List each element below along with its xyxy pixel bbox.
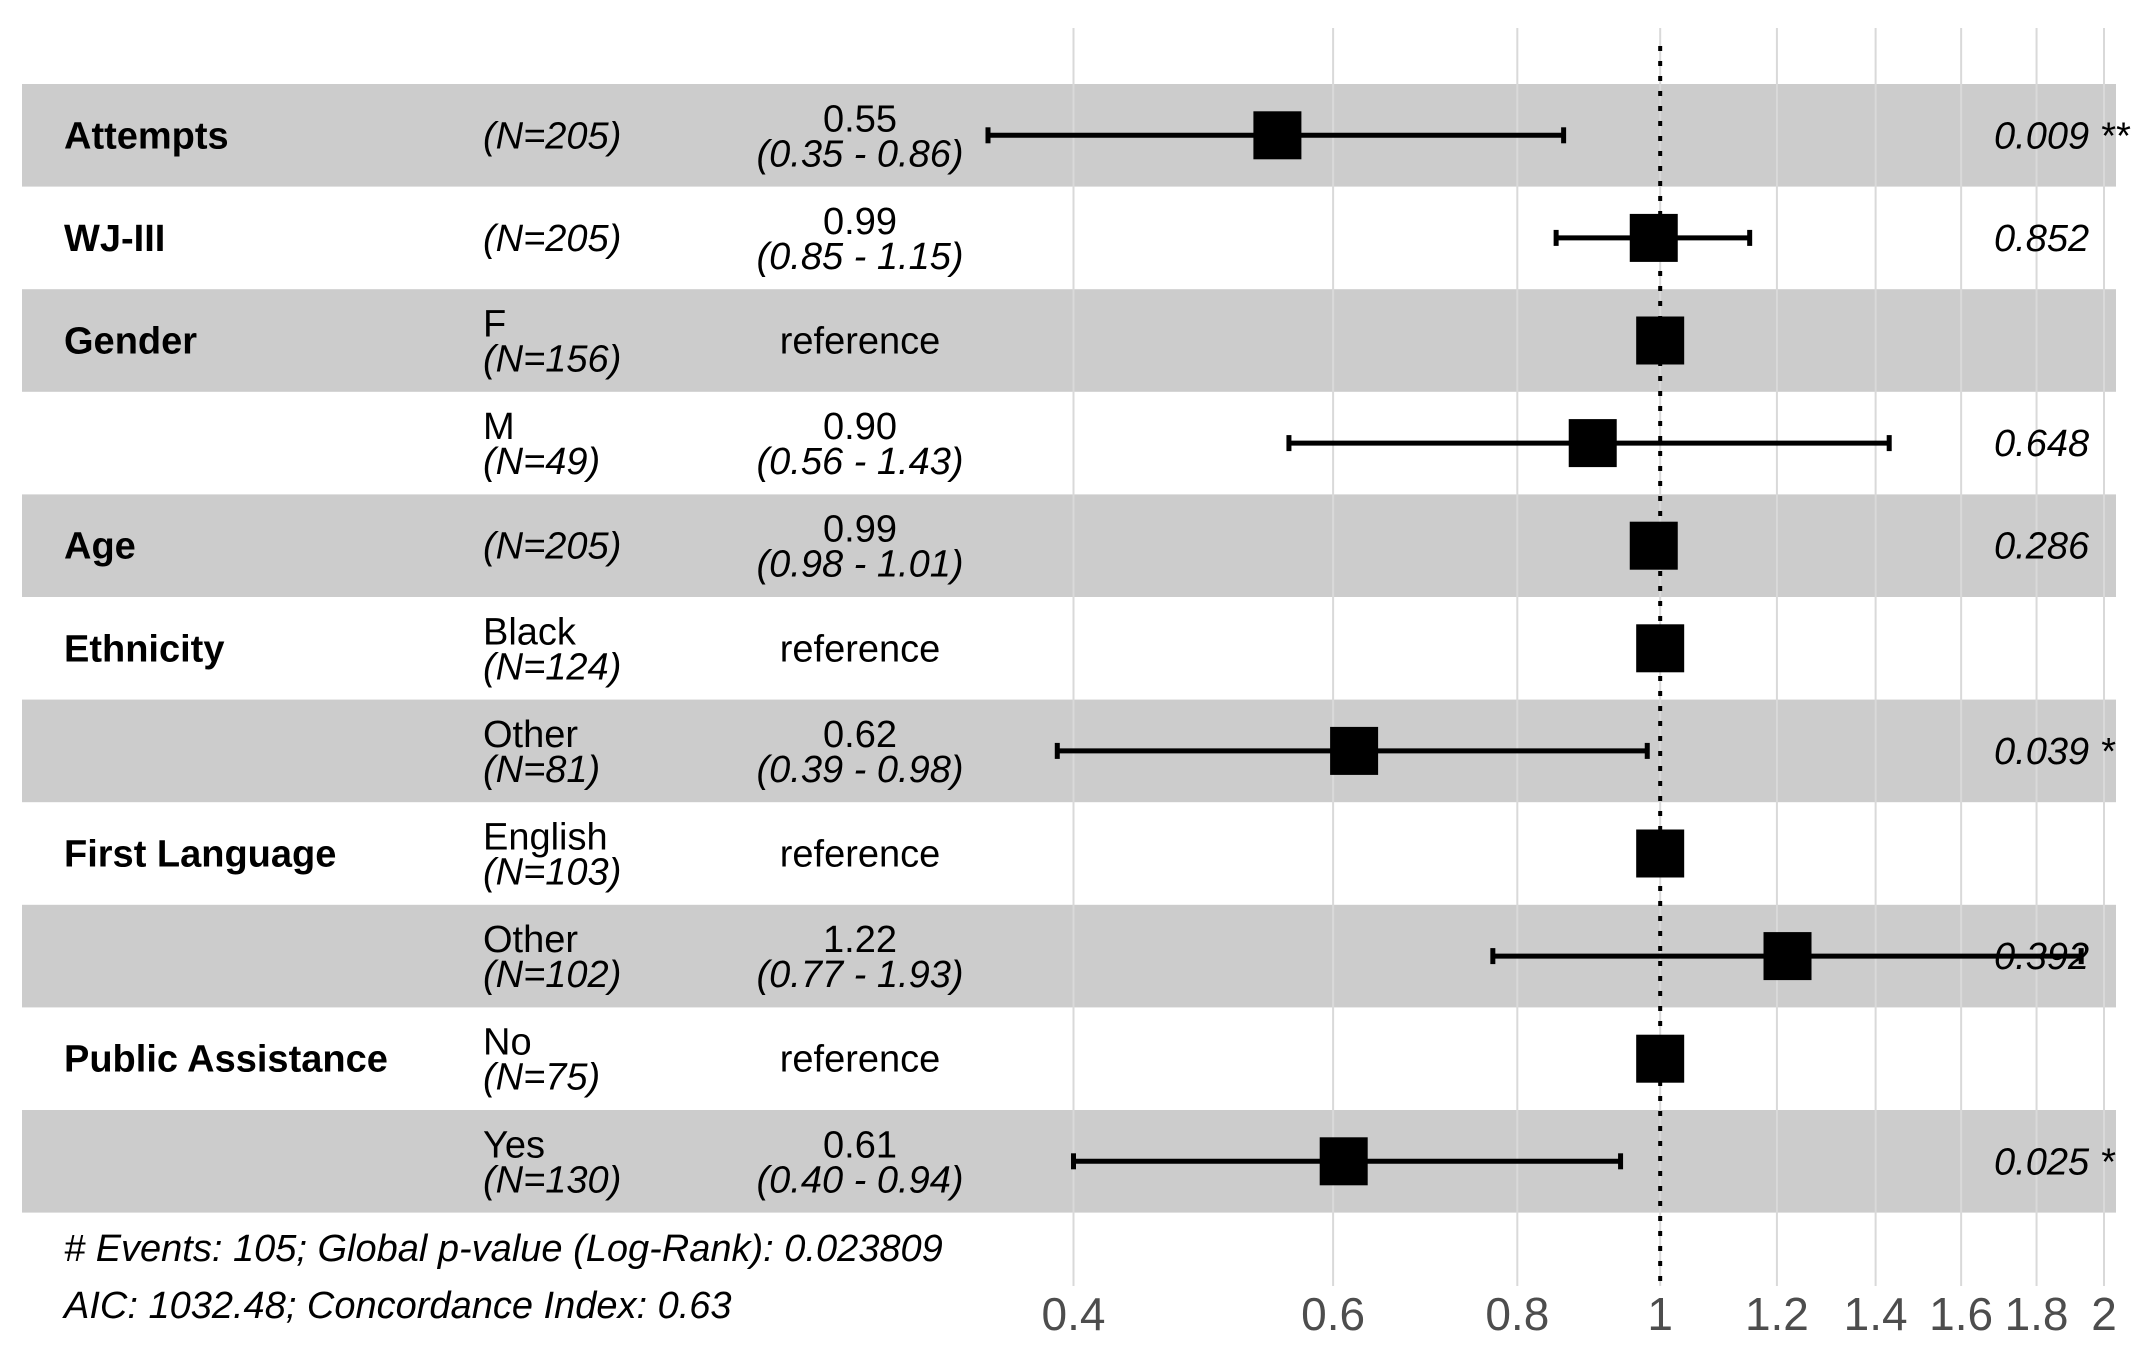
row-band [22,1110,2116,1213]
p-value-label: 0.852 [1994,218,2089,260]
estimate-label: 0.62 [823,714,897,756]
p-value-label: 0.286 [1994,526,2090,568]
estimate-label: reference [780,1039,941,1081]
n-label: (N=49) [483,441,600,483]
x-tick-label: 1 [1647,1288,1673,1340]
x-tick-label: 0.4 [1042,1288,1106,1340]
variable-label: WJ-III [64,218,165,260]
n-label: (N=75) [483,1057,600,1099]
estimate-label: 0.99 [823,201,897,243]
footnote: # Events: 105; Global p-value (Log-Rank)… [64,1228,943,1270]
p-value-label: 0.025 * [1994,1141,2116,1183]
x-tick-label: 0.6 [1301,1288,1365,1340]
n-label: (N=205) [483,526,621,568]
n-label: (N=205) [483,218,621,260]
ci-label: (0.85 - 1.15) [757,236,964,278]
estimate-label: 0.99 [823,509,897,551]
row-labels: Attempts (N=205) 0.55(0.35 - 0.86) 0.009 **… [64,98,2130,1201]
x-tick-label: 2 [2091,1288,2117,1340]
level-label: Black [483,611,577,653]
estimate-point [1629,521,1678,570]
variable-label: Age [64,526,136,568]
n-label: (N=130) [483,1159,621,1201]
estimate-label: 1.22 [823,919,897,961]
row-band [22,289,2116,392]
level-label: English [483,817,608,859]
ci-label: (0.77 - 1.93) [757,954,964,996]
n-label: (N=205) [483,115,621,157]
p-value-label: 0.009 ** [1994,115,2130,157]
estimate-point [1568,419,1617,468]
footnotes: # Events: 105; Global p-value (Log-Rank)… [62,1228,943,1327]
x-tick-label: 1.2 [1745,1288,1809,1340]
variable-label: Gender [64,321,197,363]
estimate-point [1636,1034,1685,1083]
estimate-point [1763,932,1812,981]
estimate-point [1636,624,1685,673]
x-axis: 0.4 0.6 0.8 1 1.2 1.4 1.6 1.8 2 [1042,1288,2117,1340]
row-bands [22,84,2116,1213]
estimate-label: reference [780,321,941,363]
n-label: (N=81) [483,749,600,791]
variable-label: Ethnicity [64,628,224,670]
estimate-point [1319,1137,1368,1186]
x-tick-label: 1.4 [1844,1288,1908,1340]
ci-label: (0.98 - 1.01) [757,544,964,586]
p-value-label: 0.648 [1994,423,2089,465]
n-label: (N=156) [483,339,621,381]
p-value-label: 0.039 * [1994,731,2116,773]
ci-label: (0.35 - 0.86) [757,133,964,175]
x-tick-label: 1.8 [2005,1288,2069,1340]
level-label: Other [483,919,578,961]
estimate-point [1253,111,1302,160]
level-label: M [483,406,515,448]
n-label: (N=124) [483,646,621,688]
estimate-label: reference [780,834,941,876]
x-tick-label: 0.8 [1485,1288,1549,1340]
n-label: (N=102) [483,954,621,996]
variable-label: Attempts [64,115,229,157]
ci-label: (0.40 - 0.94) [757,1159,964,1201]
row-band [22,494,2116,597]
estimate-label: 0.90 [823,406,897,448]
variable-label: Public Assistance [64,1039,388,1081]
level-label: F [483,304,506,346]
n-label: (N=103) [483,852,621,894]
estimate-point [1629,213,1678,262]
x-tick-label: 1.6 [1929,1288,1993,1340]
variable-label: First Language [64,834,336,876]
estimate-point [1636,829,1685,878]
gridlines [1072,28,2105,1286]
estimate-point [1636,316,1685,365]
estimate-label: 0.55 [823,98,897,140]
estimate-point [1330,726,1379,775]
level-label: No [483,1022,532,1064]
footnote: AIC: 1032.48; Concordance Index: 0.63 [62,1285,732,1327]
ci-label: (0.39 - 0.98) [757,749,964,791]
level-label: Other [483,714,578,756]
ci-label: (0.56 - 1.43) [757,441,964,483]
estimate-label: 0.61 [823,1124,897,1166]
estimate-marks [985,111,2084,1186]
level-label: Yes [483,1124,545,1166]
estimate-label: reference [780,628,941,670]
